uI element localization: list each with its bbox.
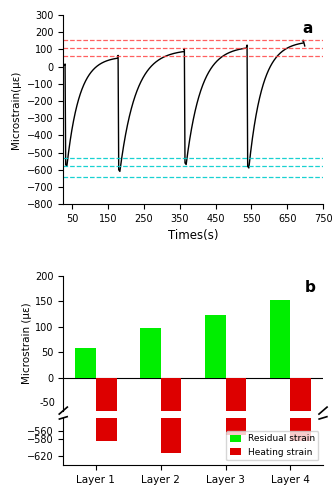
Bar	[140, 328, 161, 378]
Legend: Residual strain, Heating strain: Residual strain, Heating strain	[226, 430, 318, 460]
Bar	[270, 125, 290, 191]
Text: -50: -50	[39, 398, 55, 408]
Bar	[161, 378, 181, 500]
Bar	[75, 166, 96, 191]
Bar	[205, 138, 225, 191]
Bar	[205, 314, 225, 378]
Y-axis label: Microstrain (με): Microstrain (με)	[22, 302, 32, 384]
Bar	[161, 191, 181, 454]
Bar	[225, 191, 246, 435]
Bar	[270, 300, 290, 378]
Text: a: a	[302, 20, 313, 36]
Bar	[75, 348, 96, 378]
Bar	[290, 378, 311, 500]
Bar	[140, 149, 161, 191]
Bar	[290, 191, 311, 440]
Bar	[96, 378, 117, 500]
Text: b: b	[304, 280, 315, 295]
Bar	[96, 191, 117, 442]
Y-axis label: Microstrain(με): Microstrain(με)	[11, 70, 21, 148]
X-axis label: Times(s): Times(s)	[168, 230, 218, 242]
Bar	[225, 378, 246, 500]
